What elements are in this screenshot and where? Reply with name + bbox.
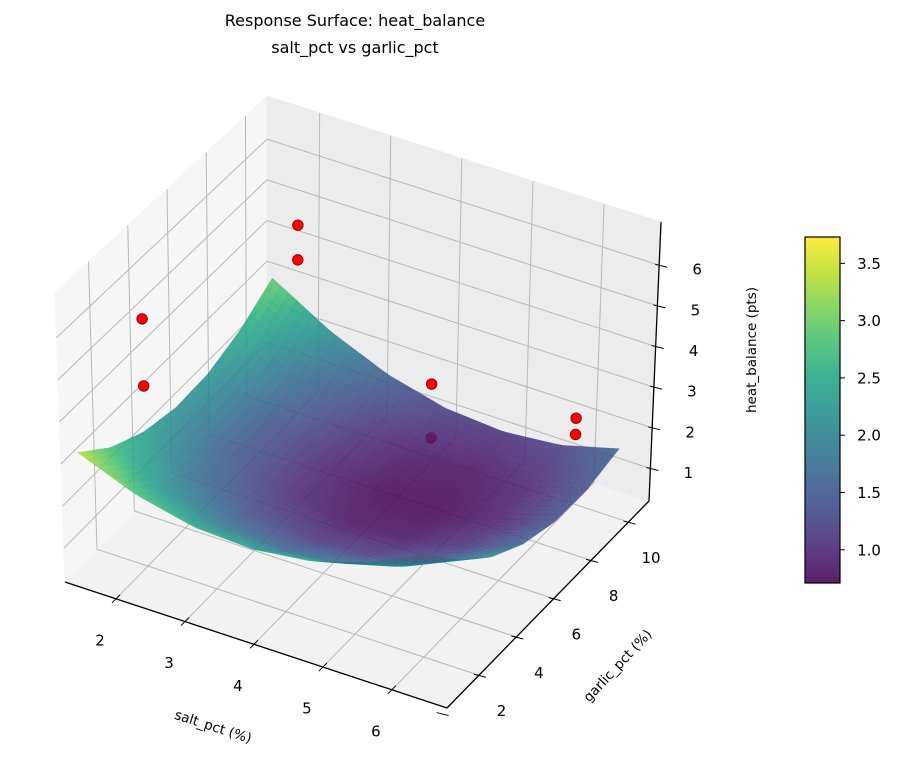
data-point	[292, 219, 304, 231]
colorbar-tick-label: 3.0	[857, 312, 881, 330]
data-point	[569, 428, 582, 441]
colorbar-tick-label: 2.0	[857, 427, 881, 445]
x-tick-mark	[387, 685, 397, 695]
z-tick-mark	[649, 385, 663, 390]
z-tick-label: 4	[689, 342, 699, 360]
z-tick-mark	[653, 304, 666, 309]
data-point	[425, 378, 438, 390]
z-tick-mark	[646, 466, 659, 471]
z-gridline	[57, 179, 658, 381]
y-tick-label: 6	[572, 625, 582, 643]
z-tick-mark	[651, 345, 664, 350]
colorbar-tick-label: 2.5	[857, 369, 881, 387]
x-tick-mark	[111, 594, 121, 604]
data-point	[570, 412, 582, 424]
colorbar-tick-label: 1.0	[857, 541, 881, 559]
y-tick-mark	[548, 597, 561, 602]
z-gridline	[60, 260, 655, 465]
y-tick-mark	[511, 635, 524, 640]
z-tick-label: 2	[685, 423, 695, 441]
y-tick-label: 2	[497, 702, 507, 720]
z-axis-line	[648, 222, 662, 502]
x-tick-label: 6	[371, 722, 381, 740]
colorbar-gradient	[804, 236, 841, 584]
z-gridline	[59, 219, 656, 423]
chart-title: Response Surface: heat_balance	[225, 11, 485, 31]
z-tick-label: 5	[691, 301, 701, 319]
chart-subtitle: salt_pct vs garlic_pct	[271, 38, 439, 58]
y-tick-label: 10	[642, 549, 661, 567]
y-gridline	[88, 261, 480, 676]
x-tick-label: 2	[95, 631, 105, 649]
axis-lines	[64, 222, 668, 717]
colorbar-tick-label: 1.5	[857, 484, 881, 502]
x-tick-mark	[249, 639, 259, 649]
x-tick-label: 5	[302, 700, 312, 718]
z-tick-mark	[655, 263, 668, 268]
x-axis-label: salt_pct (%)	[172, 707, 253, 747]
data-point	[292, 254, 304, 266]
z-tick-label: 6	[692, 261, 702, 279]
y-gridline	[127, 225, 517, 638]
data-point	[136, 313, 148, 325]
z-tick-mark	[648, 426, 661, 431]
y-tick-mark	[585, 558, 599, 563]
z-axis-label: heat_balance (pts)	[744, 287, 760, 413]
data-point	[138, 380, 150, 392]
z-gridline	[56, 138, 660, 339]
y-tick-mark	[473, 673, 487, 678]
x-gridline	[391, 203, 605, 691]
y-axis-line	[446, 500, 650, 709]
x-tick-mark	[180, 617, 190, 626]
colorbar-tick-label: 3.5	[857, 255, 881, 273]
z-tick-label: 1	[684, 464, 694, 482]
x-tick-mark	[318, 662, 328, 672]
surface-and-points	[76, 219, 620, 567]
y-tick-mark	[623, 520, 636, 525]
x-tick-label: 3	[164, 654, 174, 672]
y-axis-label: garlic_pct (%)	[580, 627, 655, 706]
y-tick-label: 4	[534, 664, 544, 682]
z-tick-label: 3	[687, 383, 697, 401]
colorbar: 1.0 1.5 2.0 2.5 3.0 3.5	[804, 236, 881, 584]
x-tick-label: 4	[233, 677, 243, 695]
surface-facet	[267, 277, 281, 293]
x-axis-line	[64, 581, 448, 709]
y-tick-label: 8	[609, 587, 619, 605]
y-tick-mark	[436, 712, 449, 717]
